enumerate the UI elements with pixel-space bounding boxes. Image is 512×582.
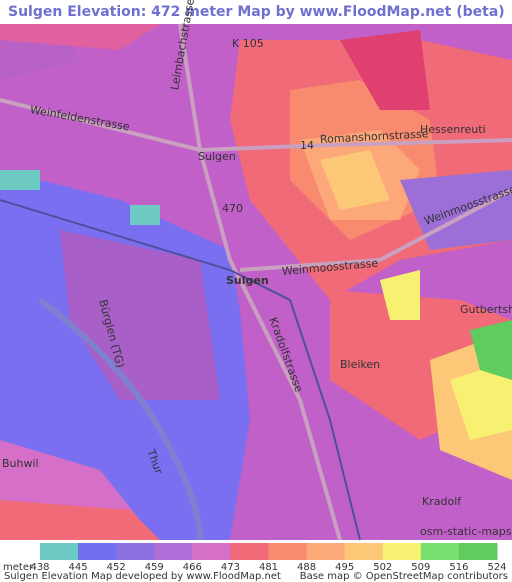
legend-swatch <box>420 543 460 560</box>
legend-tick-label: 466 <box>183 562 202 573</box>
legend-swatch <box>78 543 117 560</box>
map-label: Gutbertsha <box>460 303 512 316</box>
legend-tick-label: 502 <box>373 562 392 573</box>
map-label: Romanshornstrasse <box>320 127 429 146</box>
legend-tick-label: 516 <box>449 562 468 573</box>
legend-tick-label: 459 <box>145 562 164 573</box>
map-label: Sulgen <box>226 274 269 287</box>
title: Sulgen Elevation: 472 meter Map by www.F… <box>8 4 505 20</box>
map-label: Buhwil <box>2 457 39 470</box>
map-label: 14 <box>300 139 314 152</box>
map <box>0 23 512 541</box>
map-label: Sulgen <box>198 150 236 163</box>
map-label: Hessenreuti <box>420 123 486 136</box>
legend-tick-label: 445 <box>69 562 88 573</box>
legend-swatch <box>382 543 422 560</box>
legend-swatch <box>40 543 79 560</box>
legend-tick-label: 452 <box>107 562 126 573</box>
legend-swatch <box>230 543 269 560</box>
footer-left: Sulgen Elevation Map developed by www.Fl… <box>4 571 281 582</box>
legend-swatch <box>344 543 384 560</box>
map-label: K 105 <box>232 37 264 50</box>
map-label: 470 <box>222 202 243 215</box>
legend: meter 438 445 452 459 466 473 481 488 495 502 509 5… <box>3 543 507 573</box>
legend-swatch <box>458 543 498 560</box>
footer-right: Base map © OpenStreetMap contributors <box>300 571 508 582</box>
map-label: Kradolf <box>422 495 462 508</box>
legend-unit: meter <box>3 562 34 573</box>
legend-swatch <box>306 543 346 560</box>
legend-swatch <box>116 543 155 560</box>
legend-tick-label: 438 <box>30 562 49 573</box>
legend-tick-label: 481 <box>259 562 278 573</box>
legend-tick-label: 473 <box>221 562 240 573</box>
map-label: Bleiken <box>340 358 380 371</box>
map-label: osm-static-maps <box>420 525 512 538</box>
legend-tick-label: 524 <box>487 562 506 573</box>
legend-swatch <box>268 543 308 560</box>
legend-swatch <box>192 543 231 560</box>
legend-tick-label: 495 <box>335 562 354 573</box>
legend-tick-label: 509 <box>411 562 430 573</box>
legend-swatch <box>154 543 193 560</box>
legend-tick-label: 488 <box>297 562 316 573</box>
